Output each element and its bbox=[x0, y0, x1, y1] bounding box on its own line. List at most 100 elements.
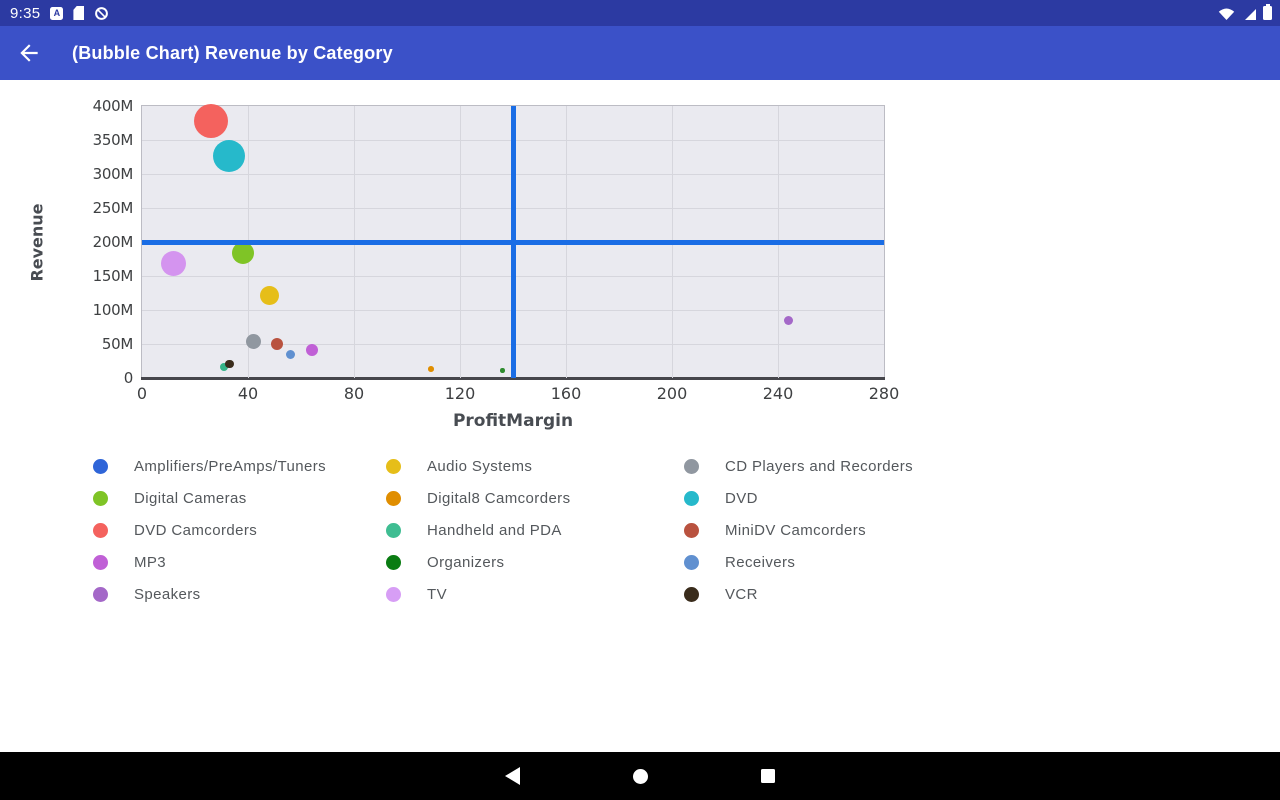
legend-swatch-speakers bbox=[93, 586, 108, 602]
x-tick-label: 0 bbox=[136, 384, 148, 403]
y-tick-label: 150M bbox=[92, 267, 134, 285]
legend-swatch-minidv-camcorders bbox=[684, 522, 699, 538]
status-bar-left: 9:35 A bbox=[0, 5, 109, 22]
legend-column: CD Players and Recorders DVD MiniDV Camcor… bbox=[684, 450, 913, 610]
legend-item: TV bbox=[386, 578, 570, 610]
y-tick-label: 100M bbox=[92, 301, 134, 319]
y-tick-label: 350M bbox=[92, 131, 134, 149]
bubble-dvd[interactable] bbox=[213, 140, 246, 173]
bubble-handheld-and-pda[interactable] bbox=[219, 362, 229, 372]
legend-item: Receivers bbox=[684, 546, 913, 578]
y-tick-label: 200M bbox=[92, 233, 134, 251]
legend-swatch-audio-systems bbox=[386, 458, 401, 474]
legend-item: MiniDV Camcorders bbox=[684, 514, 913, 546]
nav-recents-icon[interactable] bbox=[761, 769, 775, 783]
legend-item: Audio Systems bbox=[386, 450, 570, 482]
legend-swatch-dvd bbox=[684, 490, 699, 506]
threshold-line-vertical bbox=[510, 106, 516, 378]
y-tick-label: 250M bbox=[92, 199, 134, 217]
legend-label: Digital8 Camcorders bbox=[427, 489, 571, 507]
bubble-dvd-camcorders[interactable] bbox=[193, 103, 228, 138]
cell-signal-icon bbox=[1245, 8, 1256, 20]
battery-icon bbox=[1263, 4, 1272, 20]
navigation-bar bbox=[0, 752, 1280, 800]
legend-item: Organizers bbox=[386, 546, 570, 578]
legend-swatch-amplifiers-preamps-tuners bbox=[93, 458, 108, 474]
legend-label: Amplifiers/PreAmps/Tuners bbox=[134, 457, 326, 475]
a-box-icon: A bbox=[50, 6, 64, 20]
bubble-digital-cameras[interactable] bbox=[231, 241, 254, 264]
bubble-organizers[interactable] bbox=[500, 368, 505, 373]
legend-item: MP3 bbox=[93, 546, 326, 578]
x-tick-label: 40 bbox=[237, 384, 259, 403]
x-tick-label: 80 bbox=[343, 384, 365, 403]
legend-label: DVD bbox=[725, 489, 758, 507]
legend-item: Speakers bbox=[93, 578, 326, 610]
bubble-receivers[interactable] bbox=[285, 349, 295, 359]
legend-item: CD Players and Recorders bbox=[684, 450, 913, 482]
x-axis-title: ProfitMargin bbox=[452, 411, 574, 431]
x-tick-label: 200 bbox=[656, 384, 688, 403]
y-tick-label: 50M bbox=[101, 335, 133, 353]
status-bar: 9:35 A bbox=[0, 0, 1280, 26]
plot-area: 0 40 80 120 160 200 240 280 0 50M 100M 150M 200M 250M… bbox=[93, 97, 900, 403]
bubble-tv[interactable] bbox=[161, 250, 187, 276]
legend-item: VCR bbox=[684, 578, 913, 610]
legend-label: TV bbox=[427, 585, 447, 603]
x-tick-label: 280 bbox=[868, 384, 900, 403]
legend-label: Receivers bbox=[725, 553, 796, 571]
legend-item: DVD Camcorders bbox=[93, 514, 326, 546]
legend-swatch-tv bbox=[386, 586, 401, 602]
legend-label: Digital Cameras bbox=[134, 489, 247, 507]
legend-item: Digital8 Camcorders bbox=[386, 482, 570, 514]
legend-swatch-cd-players-and-recorders bbox=[684, 458, 699, 474]
status-bar-right bbox=[1218, 4, 1280, 21]
legend-label: Audio Systems bbox=[427, 457, 533, 475]
legend-label: VCR bbox=[725, 585, 758, 603]
legend-column: Audio Systems Digital8 Camcorders Handheld… bbox=[386, 450, 570, 610]
legend-label: Speakers bbox=[134, 585, 201, 603]
x-tick-label: 240 bbox=[762, 384, 794, 403]
x-tick-label: 160 bbox=[550, 384, 582, 403]
y-tick-label: 0 bbox=[123, 369, 134, 387]
legend-swatch-digital-cameras bbox=[93, 490, 108, 506]
legend-swatch-mp3 bbox=[93, 554, 108, 570]
x-tick-label: 120 bbox=[444, 384, 476, 403]
legend-column: Amplifiers/PreAmps/Tuners Digital Cameras… bbox=[93, 450, 326, 610]
sd-card-icon bbox=[73, 6, 85, 20]
y-axis-title: Revenue bbox=[27, 202, 47, 282]
x-axis-line bbox=[141, 377, 885, 380]
legend-label: DVD Camcorders bbox=[134, 521, 258, 539]
bubble-vcr[interactable] bbox=[225, 359, 234, 368]
legend-label: MP3 bbox=[134, 553, 167, 571]
y-tick-label: 300M bbox=[92, 165, 134, 183]
legend-swatch-dvd-camcorders bbox=[93, 522, 108, 538]
bubble-speakers[interactable] bbox=[784, 315, 794, 325]
bubble-audio-systems[interactable] bbox=[259, 286, 279, 306]
app-bar: (Bubble Chart) Revenue by Category bbox=[0, 26, 1280, 80]
legend-swatch-handheld-and-pda bbox=[386, 522, 401, 538]
wifi-icon bbox=[1218, 8, 1235, 20]
nav-home-icon[interactable] bbox=[633, 768, 648, 784]
page-title: (Bubble Chart) Revenue by Category bbox=[72, 42, 393, 63]
bubble-cd-players-and-recorders[interactable] bbox=[245, 334, 261, 350]
bubble-minidv-camcorders[interactable] bbox=[271, 338, 284, 350]
legend-label: MiniDV Camcorders bbox=[725, 521, 866, 539]
legend-label: Handheld and PDA bbox=[427, 521, 562, 539]
nav-back-icon[interactable] bbox=[505, 767, 520, 785]
bubble-mp3[interactable] bbox=[305, 344, 318, 357]
legend-swatch-receivers bbox=[684, 554, 699, 570]
legend-label: CD Players and Recorders bbox=[725, 457, 914, 475]
chart-legend: Amplifiers/PreAmps/Tuners Digital Cameras… bbox=[0, 450, 1280, 610]
legend-item: DVD bbox=[684, 482, 913, 514]
back-arrow-icon[interactable] bbox=[16, 40, 42, 66]
legend-item: Digital Cameras bbox=[93, 482, 326, 514]
legend-swatch-organizers bbox=[386, 554, 401, 570]
legend-item: Amplifiers/PreAmps/Tuners bbox=[93, 450, 326, 482]
bubble-digital8-camcorders[interactable] bbox=[428, 366, 434, 372]
clock: 9:35 bbox=[10, 4, 41, 22]
y-tick-label: 400M bbox=[92, 97, 134, 115]
legend-swatch-vcr bbox=[684, 586, 699, 602]
